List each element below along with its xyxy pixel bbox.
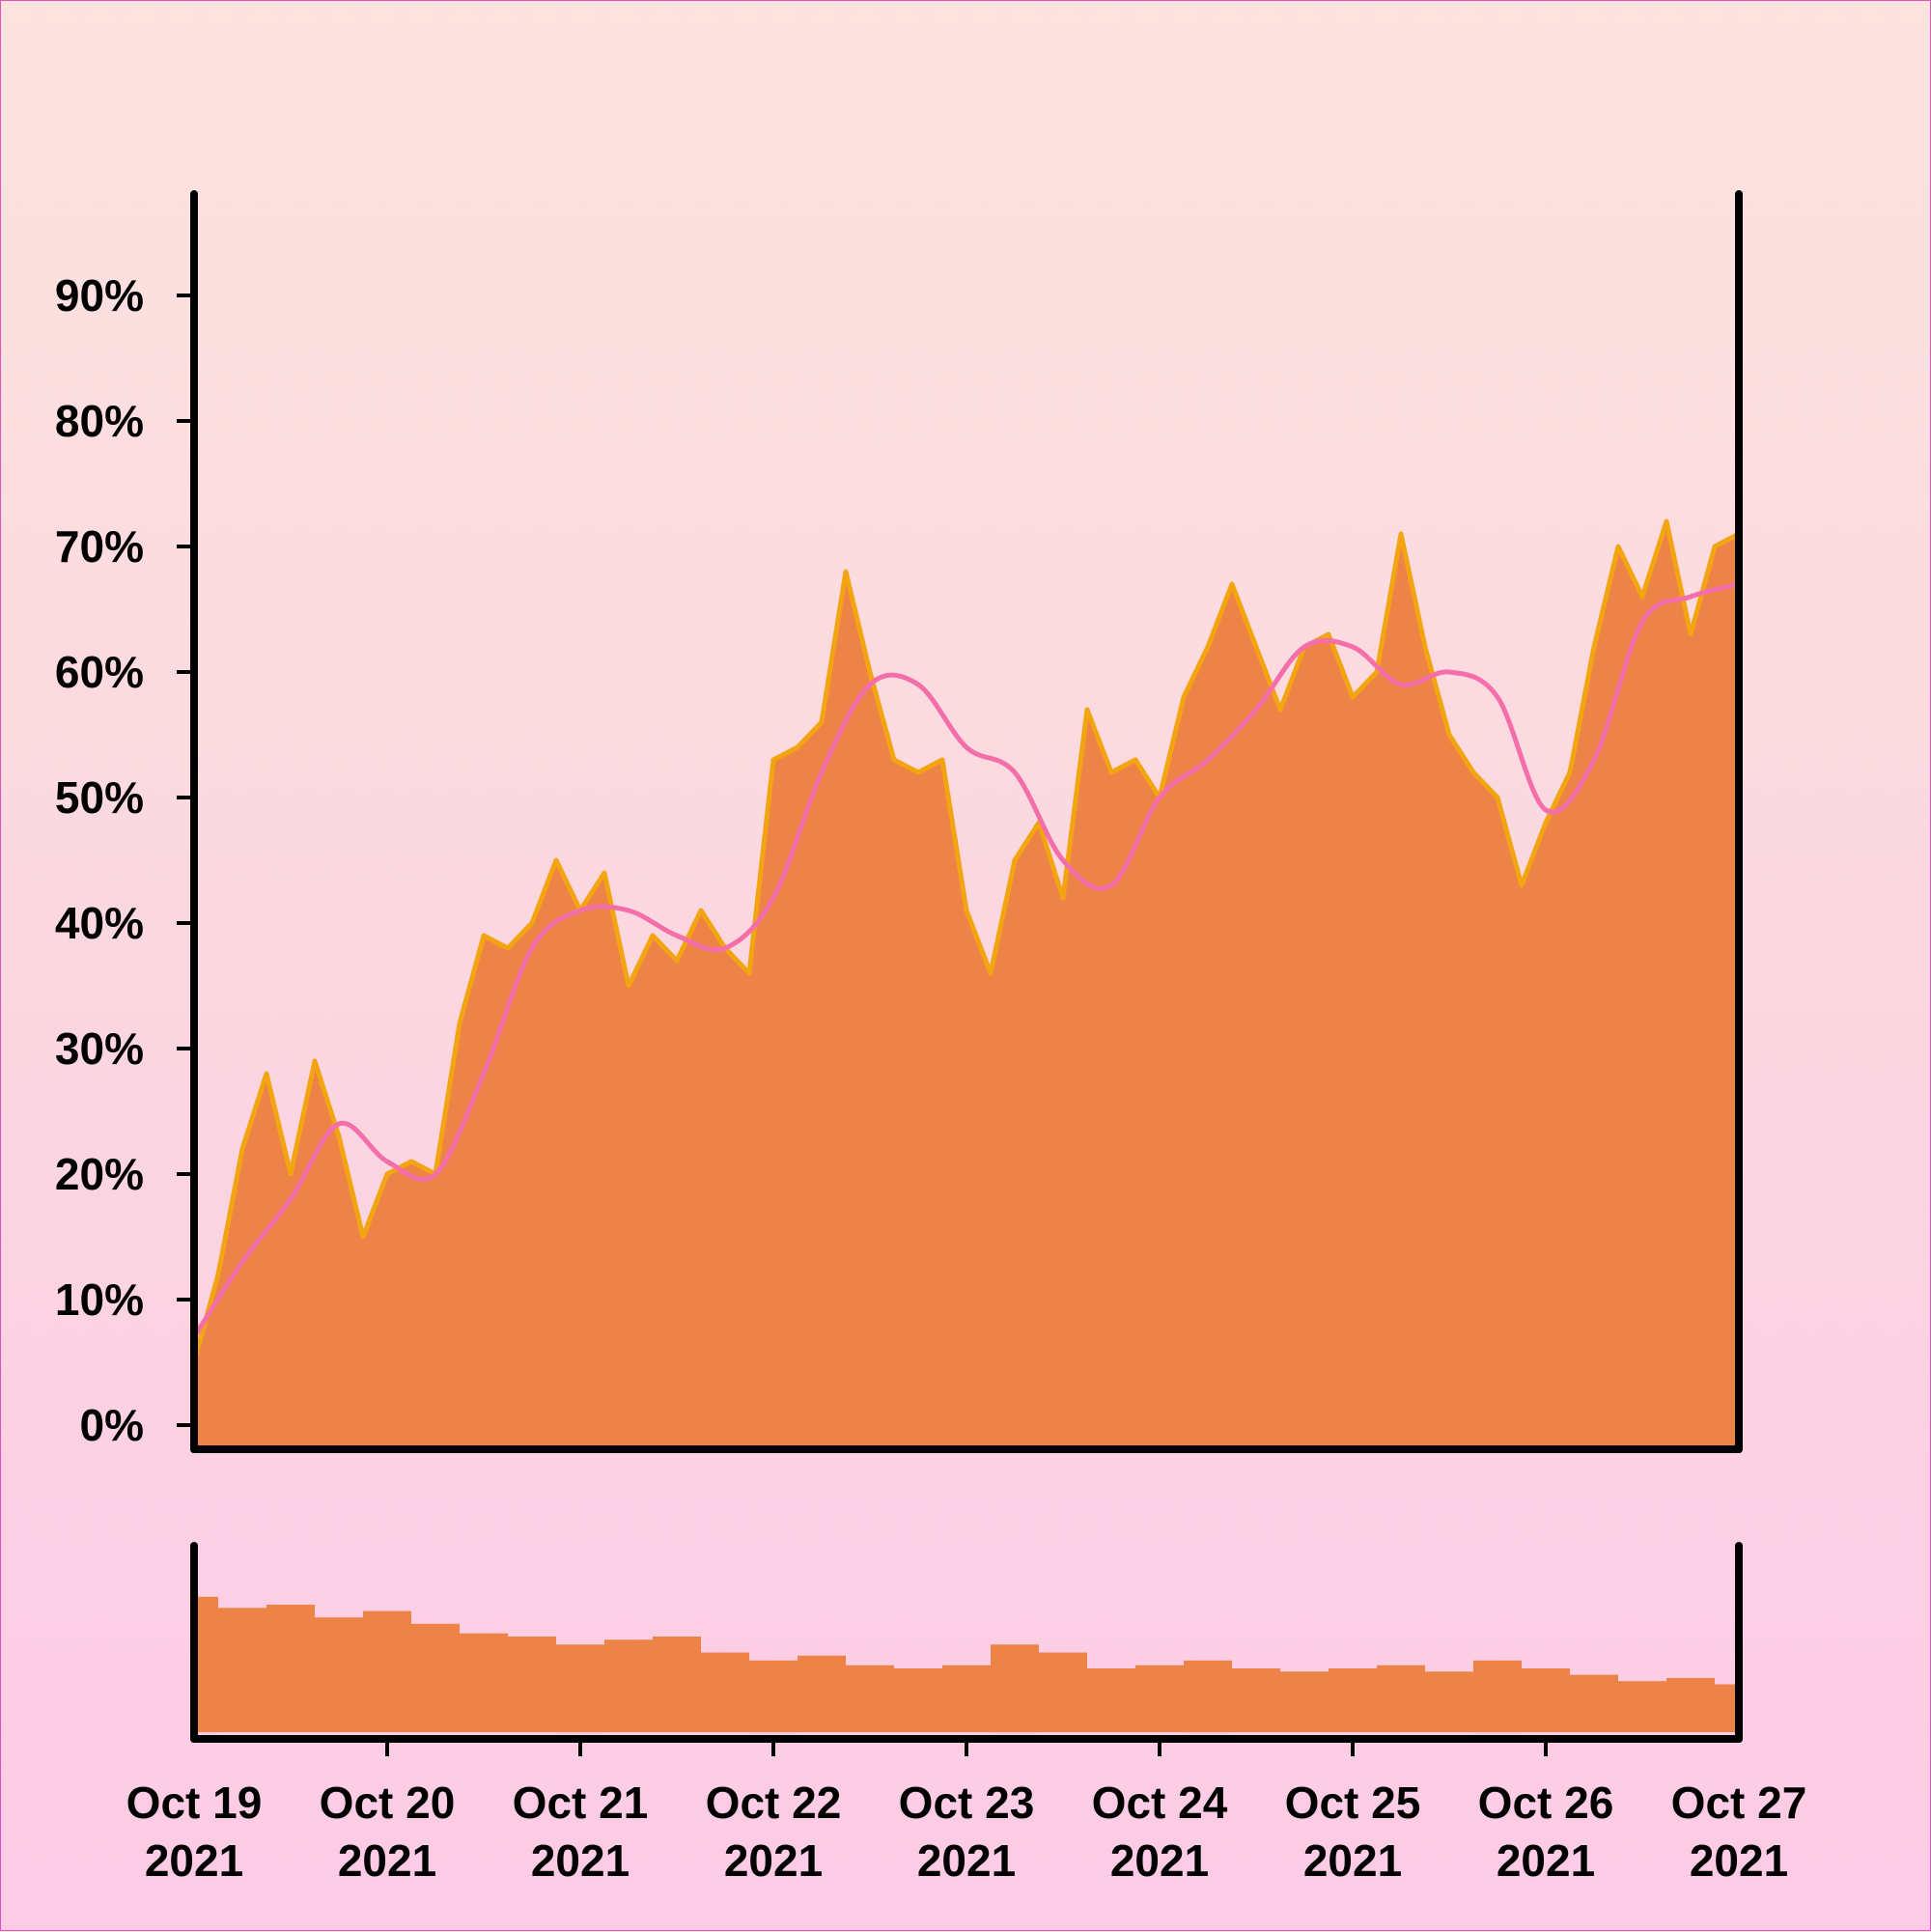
volume-bar [1039,1652,1087,1732]
volume-bar [846,1665,894,1732]
x-tick-label-date: Oct 20 [320,1778,456,1828]
volume-bar [1425,1671,1473,1732]
x-tick-label-date: Oct 26 [1478,1778,1614,1828]
volume-bar [1666,1677,1715,1732]
x-tick-label-date: Oct 25 [1285,1778,1421,1828]
volume-bar [991,1644,1039,1733]
main-plot [191,518,1742,1445]
y-tick-label: 20% [55,1149,144,1199]
x-tick-label-date: Oct 24 [1092,1778,1228,1828]
x-tick-label-date: Oct 27 [1671,1778,1807,1828]
volume-bar [1522,1668,1570,1732]
y-tick-label: 70% [55,521,144,572]
volume-bar [508,1637,556,1732]
volume-bar [1329,1668,1377,1732]
y-axis-ticks: 0% 10% 20% 30% 40% 50% 60% 70% 80% 90% [55,270,194,1450]
y-tick-label: 50% [55,772,144,823]
volume-bar [701,1652,749,1732]
x-tick-label-year: 2021 [1497,1835,1595,1886]
x-tick-label-date: Oct 19 [126,1778,263,1828]
volume-bar [411,1623,460,1732]
x-tick-label-year: 2021 [1110,1835,1209,1886]
volume-bar [1135,1665,1184,1732]
volume-plot [197,1596,1736,1733]
volume-bar [1232,1668,1280,1732]
x-tick-label-date: Oct 21 [513,1778,649,1828]
x-tick-label-year: 2021 [531,1835,630,1886]
y-tick-label: 90% [55,270,144,321]
x-tick-label-year: 2021 [145,1835,243,1886]
volume-bar [798,1655,846,1732]
volume-bar [1184,1660,1232,1733]
volume-bar [1473,1660,1522,1733]
volume-bar [749,1660,798,1733]
volume-bar [942,1665,991,1732]
y-tick-label: 0% [80,1400,144,1450]
y-tick-label: 40% [55,898,144,948]
y-tick-label: 60% [55,647,144,697]
moving-average-line [191,581,1742,1340]
x-tick-label-year: 2021 [1303,1835,1402,1886]
volume-bar [653,1637,701,1732]
axes [190,190,1743,1743]
volume-bar [1570,1674,1618,1732]
x-tick-label-year: 2021 [338,1835,436,1886]
volume-bar [218,1608,266,1732]
x-tick-label-date: Oct 23 [899,1778,1035,1828]
volume-bar [1715,1684,1736,1732]
volume-bar [1377,1665,1425,1732]
volume-bar [197,1596,218,1733]
volume-bar [604,1639,653,1732]
volume-bar [460,1633,508,1732]
x-tick-label-year: 2021 [917,1835,1016,1886]
volume-bar [556,1644,604,1733]
x-tick-label-year: 2021 [1690,1835,1788,1886]
y-tick-label: 10% [55,1274,144,1325]
volume-bar [894,1668,942,1732]
y-tick-label: 30% [55,1023,144,1074]
x-axis-ticks: Oct 19 2021 Oct 20 2021 Oct 21 2021 Oct 22 2021… [126,1739,1807,1886]
volume-bar [266,1605,315,1732]
volume-bar [1618,1681,1666,1732]
volume-bar [1087,1668,1135,1732]
area-series-fill [194,521,1739,1445]
volume-bar [315,1617,363,1732]
volume-bar [363,1610,411,1732]
x-tick-label-year: 2021 [724,1835,823,1886]
volume-bar [1280,1671,1329,1732]
x-tick-label-date: Oct 22 [706,1778,842,1828]
area-series-edge [191,518,1741,1363]
y-tick-label: 80% [55,396,144,446]
